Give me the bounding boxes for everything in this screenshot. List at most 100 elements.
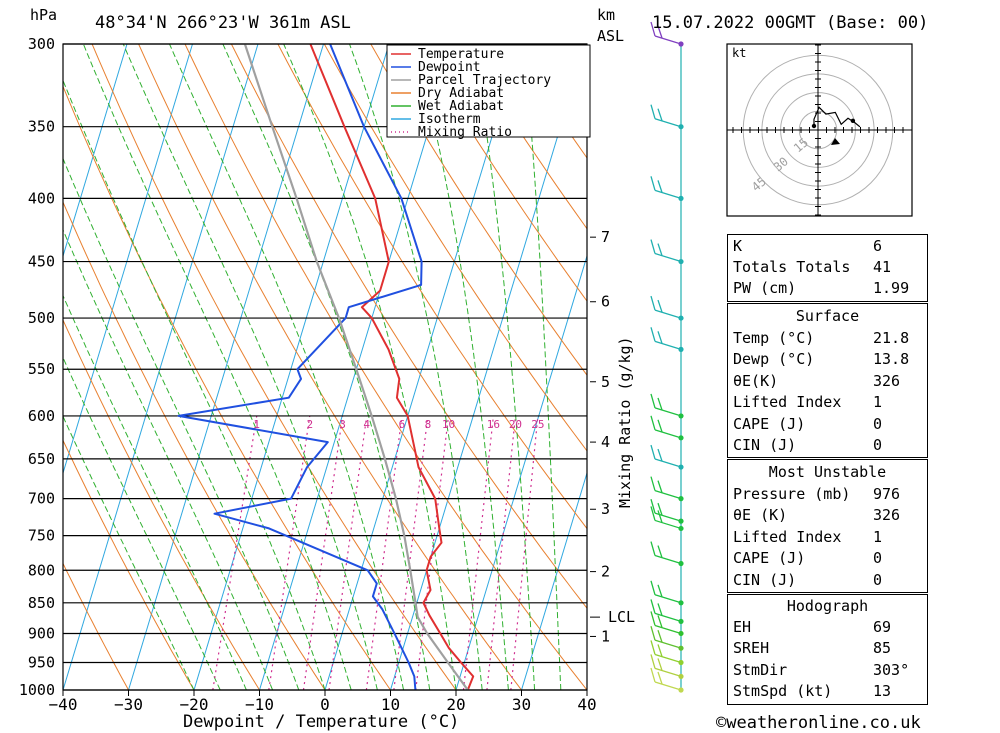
wet-adiabat-line bbox=[63, 79, 326, 690]
wind-barb-icon bbox=[650, 476, 682, 500]
wind-barb-icon bbox=[650, 327, 682, 350]
plot-frame bbox=[62, 43, 588, 691]
wind-barb-shaft bbox=[654, 667, 682, 678]
wind-barb-icon bbox=[650, 393, 682, 417]
wind-level-dot bbox=[678, 659, 684, 666]
mixing-ratio-label: 25 bbox=[531, 418, 544, 431]
wind-barb-icon bbox=[650, 498, 682, 522]
wind-barb-shaft bbox=[654, 309, 682, 319]
mixing-ratio-label: 8 bbox=[425, 418, 432, 431]
most-unstable-row: Pressure (mb) 976 bbox=[733, 485, 901, 503]
wind-barb-flag bbox=[650, 476, 656, 491]
wind-barb-shaft bbox=[654, 639, 682, 649]
pressure-tick-label: 450 bbox=[28, 253, 55, 271]
wind-barb-flag bbox=[650, 104, 656, 119]
wind-barb-flag bbox=[657, 448, 663, 462]
x-axis-title: Dewpoint / Temperature (°C) bbox=[183, 712, 459, 732]
wind-barb-flag bbox=[650, 640, 656, 655]
pressure-tick-label: 550 bbox=[28, 360, 55, 378]
wind-barb-icon bbox=[650, 444, 682, 468]
hodograph-stats-row: StmDir 303° bbox=[733, 661, 910, 679]
wind-barb-flag bbox=[650, 667, 656, 683]
wind-barb-icon bbox=[650, 667, 682, 691]
temperature-axis: −40 −30 −20 −10 0 10 20 30 40 bbox=[49, 690, 597, 714]
hodograph-stats-row: SREH 85 bbox=[733, 639, 892, 657]
wind-barb-flag bbox=[650, 415, 656, 430]
isotherm-line bbox=[63, 44, 128, 258]
pressure-tick-label: 750 bbox=[28, 527, 55, 545]
dry-adiabat-line bbox=[323, 44, 587, 452]
surface-row: θE(K) 326 bbox=[733, 372, 901, 390]
wind-barb-icon bbox=[650, 239, 682, 263]
wind-barb-icon bbox=[650, 176, 682, 199]
height-unit-asl: ASL bbox=[597, 27, 624, 45]
wind-barb-shaft bbox=[654, 490, 682, 500]
mixing-ratio-axis-title: Mixing Ratio (g/kg) bbox=[616, 336, 634, 508]
pressure-tick-label: 850 bbox=[28, 594, 55, 612]
surface-row: Temp (°C) 21.8 bbox=[733, 329, 910, 347]
x-tick-label: −30 bbox=[114, 695, 143, 714]
temperature-curve bbox=[309, 44, 475, 690]
km-tick-label: 1 bbox=[601, 627, 610, 645]
mixing-ratio-label: 16 bbox=[487, 418, 500, 431]
mixing-ratio-label: 10 bbox=[442, 418, 455, 431]
wind-barb-flag bbox=[650, 176, 656, 191]
dewpoint-curve bbox=[177, 44, 423, 690]
wet-adiabat-line bbox=[122, 44, 378, 690]
mixing-ratio-line bbox=[393, 415, 429, 690]
index-row-totals: Totals Totals 41 bbox=[733, 258, 892, 276]
legend-entry: Mixing Ratio bbox=[418, 125, 512, 140]
legend-entry: Dry Adiabat bbox=[418, 86, 504, 101]
wind-barb-shaft bbox=[654, 519, 682, 530]
lcl-label: LCL bbox=[608, 608, 635, 626]
hodograph-start-dot bbox=[811, 123, 817, 129]
wind-barb-flag bbox=[657, 25, 663, 39]
legend-entry: Dewpoint bbox=[418, 60, 481, 75]
wind-barb-flag bbox=[650, 580, 656, 595]
wind-barb-flag bbox=[650, 506, 656, 521]
mixing-ratio-line bbox=[328, 415, 368, 690]
most-unstable-row: CIN (J) 0 bbox=[733, 571, 883, 589]
wind-barb-flag bbox=[650, 599, 656, 614]
wind-barb-flag bbox=[657, 671, 663, 685]
mixing-ratio-line bbox=[212, 415, 258, 690]
isotherm-line bbox=[193, 44, 390, 690]
isotherm-line bbox=[455, 254, 587, 690]
wind-level-dot bbox=[678, 618, 684, 625]
wind-barb-shaft bbox=[654, 624, 682, 635]
surface-table: Surface Temp (°C) 21.8 Dewp (°C) 13.8 θE(K… bbox=[727, 303, 928, 458]
legend-entry: Wet Adiabat bbox=[418, 99, 504, 114]
dry-adiabat-line bbox=[91, 44, 457, 690]
wind-barb-shaft bbox=[654, 35, 682, 45]
mixing-ratio-line bbox=[302, 415, 344, 690]
pressure-tick-label: 350 bbox=[28, 118, 55, 136]
km-tick-label: 3 bbox=[601, 500, 610, 518]
wind-barb-icon bbox=[650, 625, 682, 649]
isotherm-line bbox=[521, 471, 587, 690]
hodograph-end-dot bbox=[850, 118, 856, 124]
wet-adiabat-line bbox=[413, 44, 509, 690]
most-unstable-table: Most Unstable Pressure (mb) 976 θE (K) 326… bbox=[727, 459, 928, 593]
wind-level-dot bbox=[678, 630, 684, 637]
surface-title: Surface bbox=[795, 307, 860, 325]
wind-barb-flag bbox=[657, 502, 663, 516]
wind-barb-shaft bbox=[654, 407, 682, 417]
dry-adiabat-line bbox=[277, 44, 587, 530]
x-tick-label: 40 bbox=[577, 695, 596, 714]
wind-barb-shaft bbox=[654, 252, 682, 263]
wind-barb-flag bbox=[650, 541, 656, 556]
wet-adiabat-line bbox=[169, 44, 405, 690]
wind-barb-shaft bbox=[654, 189, 682, 199]
dry-adiabat-line bbox=[63, 562, 129, 690]
wind-barb-flag bbox=[650, 327, 656, 342]
wind-barb-icon bbox=[650, 415, 682, 439]
wet-adiabat-line bbox=[283, 44, 457, 690]
mixing-ratio-label: 2 bbox=[306, 418, 313, 431]
wind-barb-shaft bbox=[654, 118, 682, 128]
wind-barb-flag bbox=[657, 644, 663, 657]
wind-barb-flag bbox=[650, 611, 656, 626]
wind-barb-flag bbox=[657, 658, 663, 671]
